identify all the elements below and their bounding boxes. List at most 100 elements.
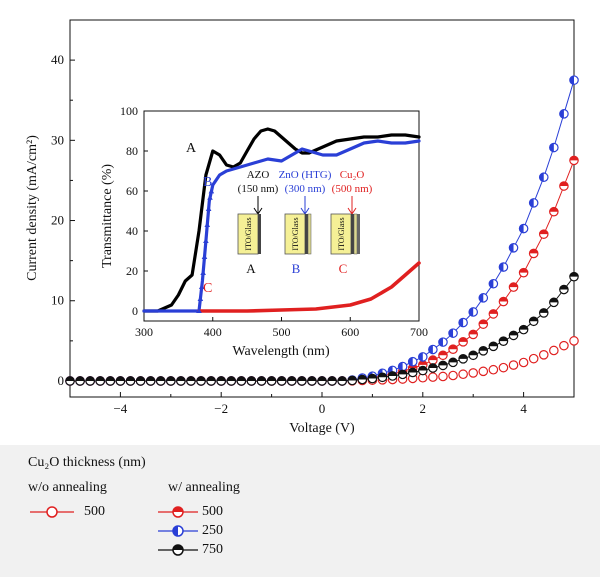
main-data-point-fill: [569, 75, 574, 85]
main-data-series: [65, 75, 579, 386]
device-c: ITO/Glass C: [330, 213, 360, 276]
main-data-point-fill: [368, 374, 377, 379]
main-data-point-fill: [569, 156, 579, 161]
main-data-point: [438, 371, 448, 382]
main-data-point-fill: [469, 330, 478, 335]
inset-curve-label-c: C: [203, 281, 212, 296]
legend-group-with: w/ annealing: [168, 480, 240, 495]
main-data-point-fill: [337, 376, 347, 381]
main-data-point: [488, 364, 499, 375]
inset-series-b-marker: [197, 296, 204, 301]
main-data-point-fill: [186, 376, 196, 381]
main-x-tick-label: −2: [214, 401, 228, 416]
main-data-point-fill: [136, 376, 145, 381]
device-c-substrate-label: ITO/Glass: [337, 217, 346, 250]
legend-marker-without-500: [30, 506, 74, 518]
main-data-point-fill: [469, 307, 474, 317]
main-x-tick-label: 4: [520, 401, 527, 416]
material-zno-label: ZnO (HTG): [279, 169, 332, 181]
inset-data-series: [142, 127, 421, 313]
inset-series-b-marker: [208, 188, 215, 194]
inset-y-tick-label: 80: [126, 144, 138, 158]
material-cu2o-thickness: (500 nm): [332, 183, 373, 195]
inset-y-tick-label: 40: [126, 224, 138, 238]
main-data-point-fill: [549, 298, 559, 303]
device-c-label: C: [339, 261, 348, 276]
main-x-tick-label: 0: [319, 401, 326, 416]
inset-curve-label-a: A: [186, 141, 197, 156]
main-data-point-fill: [469, 351, 478, 356]
main-data-point: [468, 368, 478, 378]
main-data-point-fill: [297, 376, 307, 381]
legend-label-without-500: 500: [84, 504, 105, 519]
legend-group-without: w/o annealing: [28, 480, 107, 495]
device-a-label: A: [246, 261, 256, 276]
device-b-label: B: [292, 261, 301, 276]
main-data-point-fill: [458, 337, 468, 342]
inset-series-b-marker: [205, 206, 212, 211]
main-data-point-fill: [307, 376, 317, 381]
main-data-point-fill: [398, 362, 403, 371]
inset-series-b-marker: [198, 284, 205, 289]
main-data-point: [478, 366, 489, 377]
main-data-point-fill: [438, 361, 448, 366]
inset-y-tick-label: 100: [120, 104, 138, 118]
main-data-point-fill: [75, 376, 85, 381]
main-data-point-fill: [448, 328, 454, 338]
main-data-point-fill: [327, 376, 337, 381]
legend-label-with-750: 750: [202, 542, 223, 557]
inset-x-tick-label: 400: [204, 325, 222, 339]
legend-label-with-250: 250: [202, 523, 223, 538]
main-y-tick-label: 40: [51, 52, 64, 67]
main-data-point-fill: [166, 376, 175, 381]
main-data-point-fill: [438, 337, 443, 347]
main-data-point-fill: [559, 181, 569, 187]
device-b: ITO/Glass B: [284, 213, 312, 276]
inset-axis-ticks: 300 400 500 600 700 0 20 40 60 80 100: [120, 104, 428, 339]
inset-x-tick-label: 300: [135, 325, 153, 339]
main-data-point-fill: [146, 376, 155, 381]
inset-y-tick-label: 0: [132, 304, 138, 318]
main-data-point-fill: [519, 268, 528, 273]
main-data-point-fill: [106, 376, 115, 381]
inset-curve-label-b: B: [203, 175, 212, 190]
device-b-substrate-label: ITO/Glass: [291, 217, 300, 250]
main-data-point-fill: [428, 363, 438, 368]
legend-title: Cu₂O thickness (nm): [28, 455, 146, 470]
inset-series-b-marker: [207, 194, 213, 200]
main-data-point-fill: [348, 376, 357, 381]
main-data-point-fill: [217, 376, 226, 381]
main-data-point: [549, 345, 559, 356]
main-data-point-fill: [378, 373, 387, 378]
inset-series-b-marker: [201, 254, 208, 259]
main-data-point: [528, 353, 539, 364]
inset-series-a: [142, 127, 421, 313]
legend-label-with-500: 500: [202, 504, 223, 519]
main-data-point-fill: [287, 376, 296, 381]
main-data-point-fill: [489, 279, 494, 288]
main-x-tick-label: 2: [420, 401, 427, 416]
main-data-point: [448, 370, 458, 381]
main-data-point-fill: [458, 318, 464, 327]
legend-marker-with-250: [158, 525, 198, 537]
main-data-point-fill: [247, 376, 256, 381]
main-data-point-fill: [206, 376, 216, 381]
legend-area: Cu₂O thickness (nm) w/o annealing w/ ann…: [0, 445, 600, 577]
main-data-point-fill: [539, 308, 548, 313]
main-data-point-fill: [358, 375, 367, 380]
main-data-point-fill: [156, 376, 165, 381]
main-data-point-fill: [559, 285, 569, 290]
main-data-point-fill: [509, 282, 518, 288]
main-data-point-fill: [479, 346, 488, 351]
main-data-point-fill: [317, 376, 327, 381]
main-x-tick-label: −4: [113, 401, 127, 416]
main-data-point-fill: [489, 342, 498, 347]
material-cu2o-label: Cu₂O: [340, 169, 365, 181]
main-data-point-fill: [388, 371, 397, 376]
main-data-point: [518, 357, 529, 368]
material-zno-thickness: (300 nm): [285, 183, 326, 195]
main-data-point-fill: [196, 376, 206, 381]
main-data-point-fill: [408, 368, 417, 373]
main-data-point-fill: [418, 360, 427, 365]
